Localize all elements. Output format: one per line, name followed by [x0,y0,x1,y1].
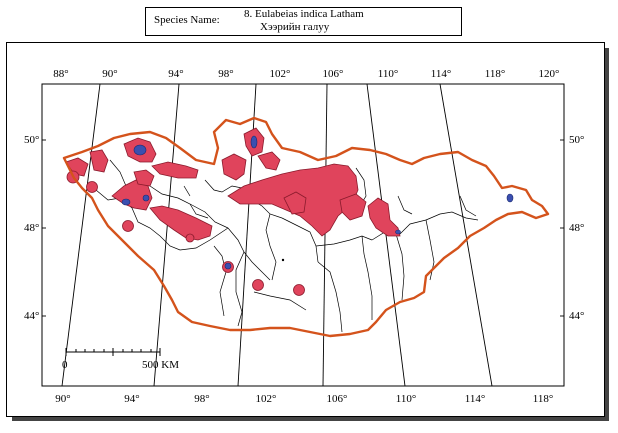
right-lat-48: 48° [569,222,584,234]
left-lat-50: 50° [24,134,39,146]
lake-dot [281,258,285,262]
range-patch-kherlen [339,193,367,221]
range-patch-west-2 [89,149,109,173]
country-border [62,116,550,338]
scale-end-label: 500 KM [142,359,179,371]
top-longitude-labels: 88° 90° 94° 98° 102° 106° 110° 114° 118°… [53,68,559,80]
range-patch-central-2 [283,191,307,215]
bottom-lon-98: 98° [194,393,209,405]
core-khovd [121,198,131,206]
scale-bar [65,348,161,356]
right-lat-50: 50° [569,134,584,146]
bottom-lon-110: 110° [396,393,417,405]
species-local-name: Хээрийн галуу [260,21,330,33]
map-panel [41,83,565,387]
core-dot [224,262,232,270]
top-lon-98: 98° [218,68,233,80]
meridian-94 [153,83,180,387]
bottom-lon-94: 94° [124,393,139,405]
bottom-lon-114: 114° [465,393,486,405]
meridian-90 [61,83,101,387]
top-lon-118: 118° [485,68,506,80]
core-east [506,193,514,203]
species-name-label: Species Name: [154,14,220,26]
top-lon-88: 88° [53,68,68,80]
left-latitude-labels: 50° 48° 44° [24,134,39,322]
meridian-110 [439,83,493,387]
bottom-lon-106: 106° [327,393,348,405]
top-lon-106: 106° [323,68,344,80]
bottom-longitude-labels: 90° 94° 98° 102° 106° 110° 114° 118° [55,393,553,405]
range-dot-7 [185,233,195,243]
core-khuvsgul [250,135,258,149]
latitude-ticks [42,139,564,317]
range-core-areas [121,135,514,270]
scale-start-label: 0 [62,359,68,371]
top-lon-120: 120° [539,68,560,80]
bottom-lon-90: 90° [55,393,70,405]
top-lon-90: 90° [102,68,117,80]
species-latin-name: 8. Eulabeias indica Latham [244,8,364,20]
top-lon-110: 110° [378,68,399,80]
right-lat-44: 44° [569,310,584,322]
species-name-box: Species Name: 8. Eulabeias indica Latham… [145,7,462,36]
core-khovd-2 [142,194,150,202]
left-lat-44: 44° [24,310,39,322]
core-uvs [133,144,147,156]
range-patch-zavkhan [151,161,199,179]
left-lat-48: 48° [24,222,39,234]
range-dot-3 [122,220,134,232]
top-lon-114: 114° [431,68,452,80]
right-latitude-labels: 50° 48° 44° [569,134,584,322]
range-patch-lakes [149,205,213,241]
top-lon-102: 102° [270,68,291,80]
bottom-lon-118: 118° [533,393,554,405]
bottom-lon-102: 102° [256,393,277,405]
range-patch-khovd-north [133,169,155,187]
range-dot-2 [86,181,98,193]
core-east-2 [395,229,401,235]
range-dot-6 [293,284,305,296]
range-patch-khangai [221,153,247,181]
top-lon-94: 94° [168,68,183,80]
range-dot-5 [252,279,264,291]
range-patch-selenge-west [257,151,281,171]
